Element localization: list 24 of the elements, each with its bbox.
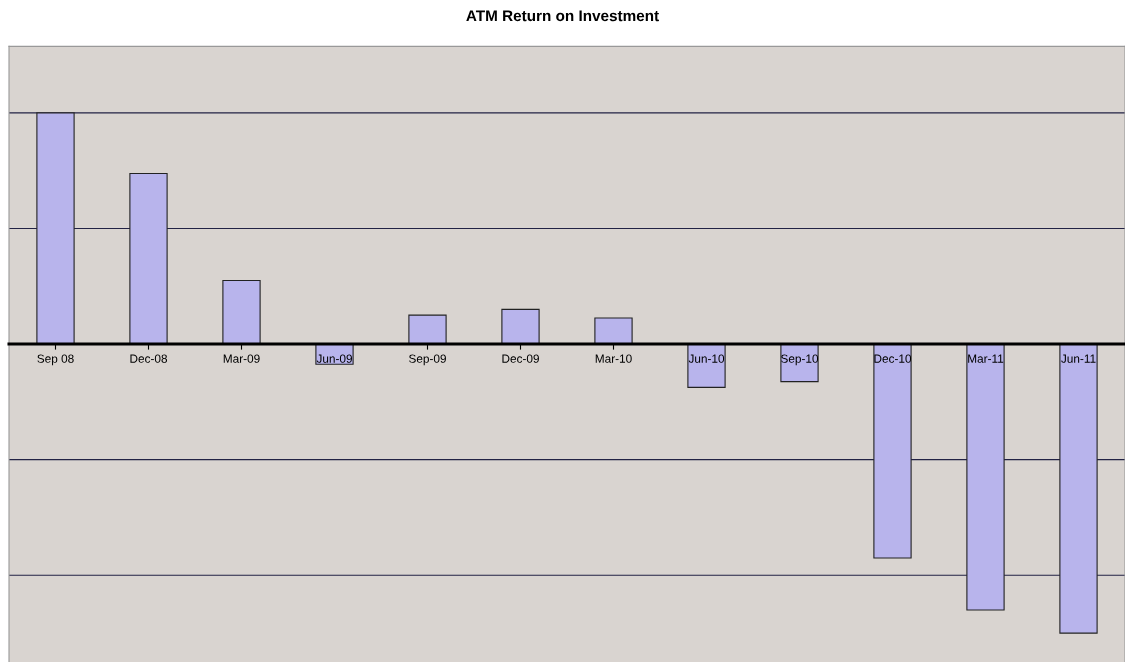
- bar: [408, 314, 447, 345]
- chart-title: ATM Return on Investment: [466, 10, 659, 22]
- bar: [36, 112, 75, 345]
- x-tick-label: Dec-09: [502, 354, 539, 363]
- bar: [222, 279, 261, 345]
- x-tick-label: Mar-09: [223, 354, 260, 363]
- x-tick-label: Jun-09: [316, 354, 352, 363]
- x-tick-label: Dec-08: [130, 354, 168, 363]
- x-tick-label: Jun-11: [1061, 354, 1096, 363]
- x-tick-label: Sep 08: [37, 354, 74, 366]
- x-tick-label: Jun-10: [688, 354, 725, 363]
- x-tick-label: Mar-10: [595, 354, 632, 363]
- x-tick-label: Sep-10: [781, 354, 819, 366]
- bar: [873, 343, 912, 559]
- bar: [687, 343, 726, 388]
- bar: [1059, 343, 1098, 634]
- bar: [129, 172, 168, 345]
- bar: [501, 308, 540, 345]
- bar: [966, 343, 1005, 611]
- bar: [780, 343, 819, 383]
- bar: [594, 317, 633, 345]
- x-tick-label: Sep-09: [409, 354, 446, 366]
- x-tick-label: Dec-10: [874, 354, 912, 363]
- x-tick-label: Mar-11: [968, 354, 1004, 363]
